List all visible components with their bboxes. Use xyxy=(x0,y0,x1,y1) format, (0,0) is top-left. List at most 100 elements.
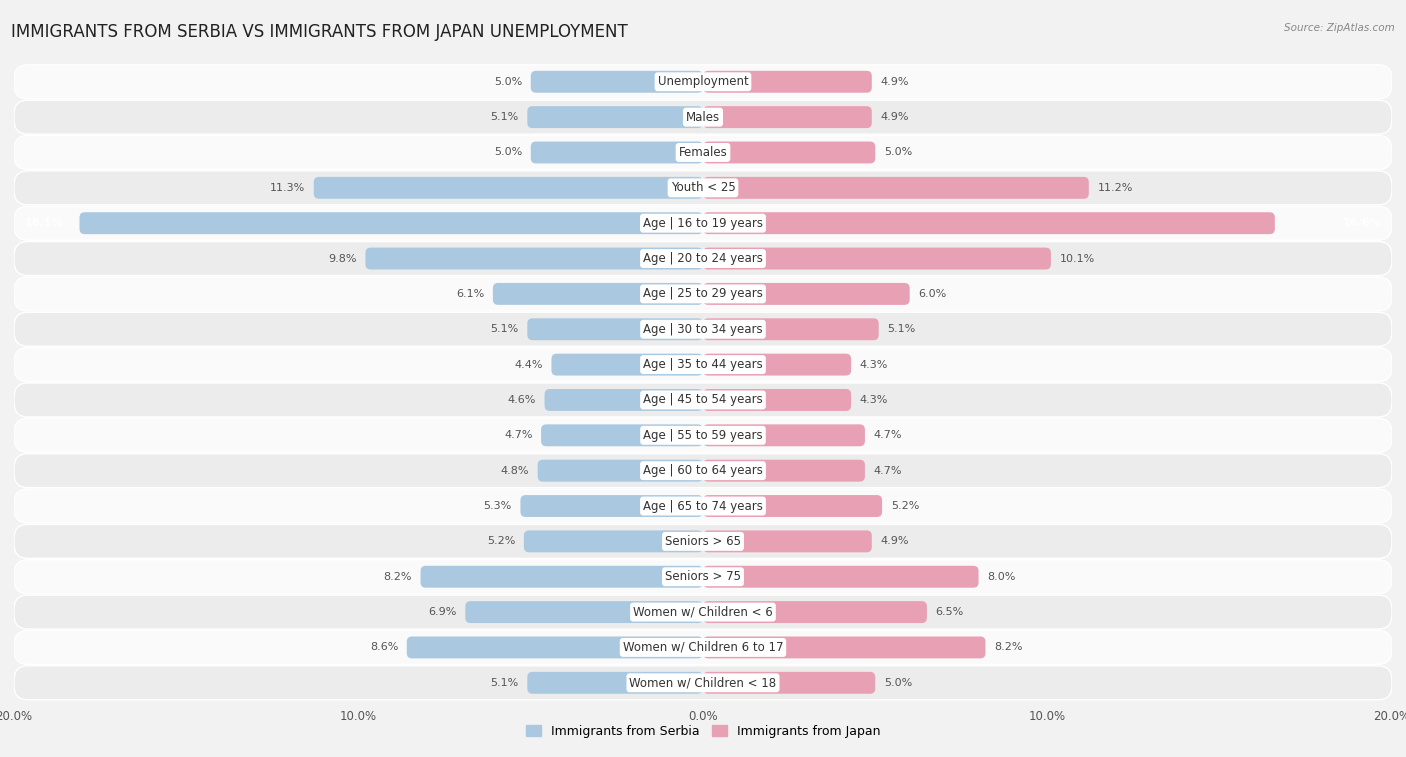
FancyBboxPatch shape xyxy=(703,531,872,553)
FancyBboxPatch shape xyxy=(527,106,703,128)
Text: Age | 30 to 34 years: Age | 30 to 34 years xyxy=(643,322,763,336)
FancyBboxPatch shape xyxy=(494,283,703,305)
Text: 5.0%: 5.0% xyxy=(494,148,522,157)
FancyBboxPatch shape xyxy=(703,283,910,305)
Text: Source: ZipAtlas.com: Source: ZipAtlas.com xyxy=(1284,23,1395,33)
Text: Age | 65 to 74 years: Age | 65 to 74 years xyxy=(643,500,763,512)
Text: 4.8%: 4.8% xyxy=(501,466,529,475)
FancyBboxPatch shape xyxy=(703,106,872,128)
FancyBboxPatch shape xyxy=(14,453,1392,488)
Text: 5.1%: 5.1% xyxy=(491,112,519,122)
Text: 5.2%: 5.2% xyxy=(486,537,515,547)
Text: 4.4%: 4.4% xyxy=(515,360,543,369)
Text: 4.3%: 4.3% xyxy=(859,360,889,369)
Text: IMMIGRANTS FROM SERBIA VS IMMIGRANTS FROM JAPAN UNEMPLOYMENT: IMMIGRANTS FROM SERBIA VS IMMIGRANTS FRO… xyxy=(11,23,628,41)
Text: 4.9%: 4.9% xyxy=(880,76,908,87)
FancyBboxPatch shape xyxy=(420,565,703,587)
Text: 5.1%: 5.1% xyxy=(491,324,519,335)
FancyBboxPatch shape xyxy=(314,177,703,199)
FancyBboxPatch shape xyxy=(703,495,882,517)
FancyBboxPatch shape xyxy=(527,318,703,340)
Text: 6.0%: 6.0% xyxy=(918,289,946,299)
Text: 4.9%: 4.9% xyxy=(880,112,908,122)
FancyBboxPatch shape xyxy=(703,565,979,587)
Text: Seniors > 65: Seniors > 65 xyxy=(665,535,741,548)
Text: Age | 20 to 24 years: Age | 20 to 24 years xyxy=(643,252,763,265)
FancyBboxPatch shape xyxy=(703,318,879,340)
FancyBboxPatch shape xyxy=(14,313,1392,346)
FancyBboxPatch shape xyxy=(14,631,1392,665)
Text: 10.1%: 10.1% xyxy=(1060,254,1095,263)
FancyBboxPatch shape xyxy=(524,531,703,553)
Text: Females: Females xyxy=(679,146,727,159)
FancyBboxPatch shape xyxy=(14,489,1392,523)
FancyBboxPatch shape xyxy=(703,601,927,623)
FancyBboxPatch shape xyxy=(14,277,1392,311)
Text: 16.6%: 16.6% xyxy=(1343,218,1382,228)
Text: Youth < 25: Youth < 25 xyxy=(671,182,735,195)
FancyBboxPatch shape xyxy=(544,389,703,411)
Text: Women w/ Children < 18: Women w/ Children < 18 xyxy=(630,676,776,690)
Text: 6.5%: 6.5% xyxy=(935,607,963,617)
Text: Women w/ Children 6 to 17: Women w/ Children 6 to 17 xyxy=(623,641,783,654)
Text: 11.2%: 11.2% xyxy=(1098,183,1133,193)
FancyBboxPatch shape xyxy=(703,212,1275,234)
FancyBboxPatch shape xyxy=(703,354,851,375)
FancyBboxPatch shape xyxy=(14,525,1392,559)
FancyBboxPatch shape xyxy=(703,71,872,93)
FancyBboxPatch shape xyxy=(14,419,1392,452)
Text: 6.1%: 6.1% xyxy=(456,289,484,299)
Text: 4.7%: 4.7% xyxy=(873,466,903,475)
Text: Seniors > 75: Seniors > 75 xyxy=(665,570,741,583)
FancyBboxPatch shape xyxy=(551,354,703,375)
FancyBboxPatch shape xyxy=(703,142,875,164)
Text: 5.1%: 5.1% xyxy=(887,324,915,335)
Text: Age | 35 to 44 years: Age | 35 to 44 years xyxy=(643,358,763,371)
FancyBboxPatch shape xyxy=(14,241,1392,276)
FancyBboxPatch shape xyxy=(14,559,1392,593)
FancyBboxPatch shape xyxy=(14,666,1392,699)
FancyBboxPatch shape xyxy=(406,637,703,659)
Text: Age | 55 to 59 years: Age | 55 to 59 years xyxy=(643,428,763,442)
FancyBboxPatch shape xyxy=(703,177,1088,199)
Text: 5.0%: 5.0% xyxy=(884,678,912,688)
FancyBboxPatch shape xyxy=(703,248,1050,269)
FancyBboxPatch shape xyxy=(541,425,703,447)
FancyBboxPatch shape xyxy=(80,212,703,234)
Text: Age | 60 to 64 years: Age | 60 to 64 years xyxy=(643,464,763,477)
FancyBboxPatch shape xyxy=(520,495,703,517)
FancyBboxPatch shape xyxy=(14,65,1392,98)
FancyBboxPatch shape xyxy=(703,637,986,659)
FancyBboxPatch shape xyxy=(14,100,1392,134)
FancyBboxPatch shape xyxy=(537,459,703,481)
Text: 5.1%: 5.1% xyxy=(491,678,519,688)
Text: 5.3%: 5.3% xyxy=(484,501,512,511)
FancyBboxPatch shape xyxy=(14,171,1392,205)
Text: Age | 25 to 29 years: Age | 25 to 29 years xyxy=(643,288,763,301)
FancyBboxPatch shape xyxy=(14,347,1392,382)
Text: 5.0%: 5.0% xyxy=(494,76,522,87)
Text: 11.3%: 11.3% xyxy=(270,183,305,193)
Text: Age | 45 to 54 years: Age | 45 to 54 years xyxy=(643,394,763,407)
FancyBboxPatch shape xyxy=(14,383,1392,417)
Text: 5.2%: 5.2% xyxy=(891,501,920,511)
Text: Males: Males xyxy=(686,111,720,123)
Text: 8.2%: 8.2% xyxy=(994,643,1022,653)
FancyBboxPatch shape xyxy=(703,425,865,447)
Text: 9.8%: 9.8% xyxy=(329,254,357,263)
Text: Age | 16 to 19 years: Age | 16 to 19 years xyxy=(643,217,763,229)
FancyBboxPatch shape xyxy=(366,248,703,269)
Text: 4.7%: 4.7% xyxy=(503,430,533,441)
FancyBboxPatch shape xyxy=(531,71,703,93)
FancyBboxPatch shape xyxy=(703,459,865,481)
Legend: Immigrants from Serbia, Immigrants from Japan: Immigrants from Serbia, Immigrants from … xyxy=(520,720,886,743)
Text: 8.0%: 8.0% xyxy=(987,572,1015,581)
Text: 4.3%: 4.3% xyxy=(859,395,889,405)
Text: 4.7%: 4.7% xyxy=(873,430,903,441)
Text: 8.6%: 8.6% xyxy=(370,643,398,653)
Text: 6.9%: 6.9% xyxy=(429,607,457,617)
FancyBboxPatch shape xyxy=(703,389,851,411)
FancyBboxPatch shape xyxy=(527,672,703,693)
Text: 5.0%: 5.0% xyxy=(884,148,912,157)
Text: Unemployment: Unemployment xyxy=(658,75,748,89)
